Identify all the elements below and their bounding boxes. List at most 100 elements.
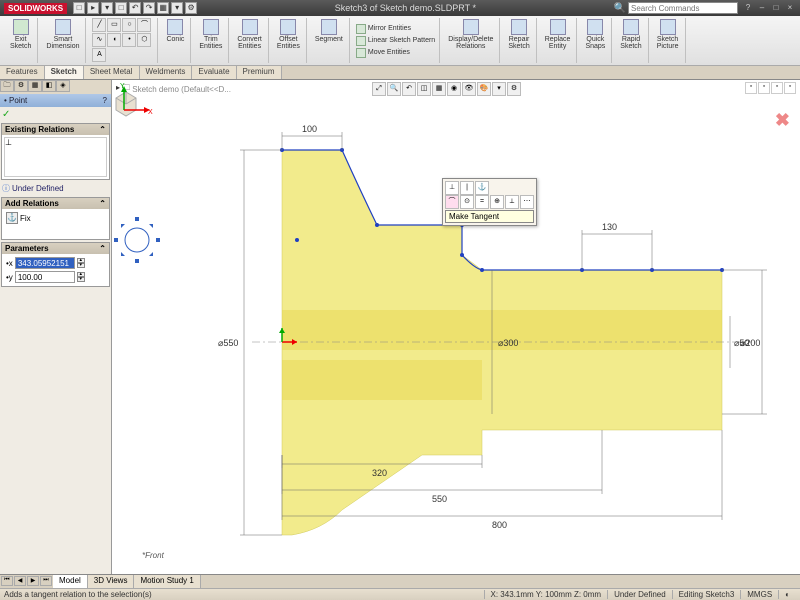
apply-scene-icon[interactable]: ▾ <box>492 82 506 96</box>
qat-redo-icon[interactable]: ↷ <box>143 2 155 14</box>
spline-handle-gizmo[interactable] <box>112 215 162 265</box>
close-icon[interactable]: × <box>784 3 796 13</box>
linear-pattern-button[interactable]: Linear Sketch Pattern <box>356 36 435 46</box>
add-relations-header[interactable]: Add Relations⌃ <box>2 198 109 209</box>
ctx-vertical-icon[interactable]: | <box>460 181 474 195</box>
view-orient-icon[interactable]: ▦ <box>432 82 446 96</box>
taskpane-4-icon[interactable]: ▫ <box>784 82 796 94</box>
dim-l800[interactable]: 800 <box>492 520 507 530</box>
config-tab-icon[interactable]: ▦ <box>28 80 42 92</box>
dim-100[interactable]: 100 <box>302 124 317 134</box>
pm-ok-icon[interactable]: ✓ <box>2 109 10 120</box>
btab-nav-prev-icon[interactable]: ◀ <box>14 576 26 586</box>
display-style-icon[interactable]: ◉ <box>447 82 461 96</box>
taskpane-1-icon[interactable]: ▫ <box>745 82 757 94</box>
dim-d300[interactable]: ⌀300 <box>498 338 518 348</box>
zoom-fit-icon[interactable]: ⤢ <box>372 82 386 96</box>
ctx-coincident-icon[interactable]: ⊙ <box>460 195 474 209</box>
qat-rebuild-icon[interactable]: ▦ <box>157 2 169 14</box>
sketch-picture-button[interactable]: Sketch Picture <box>655 18 681 51</box>
btab-nav-last-icon[interactable]: ⏭ <box>40 576 52 586</box>
x-down-icon[interactable]: ▾ <box>77 263 85 268</box>
conic-button[interactable]: Conic <box>164 18 186 44</box>
btab-3dviews[interactable]: 3D Views <box>88 575 135 588</box>
view-settings-icon[interactable]: ⚙ <box>507 82 521 96</box>
section-view-icon[interactable]: ◫ <box>417 82 431 96</box>
dim-130[interactable]: 130 <box>602 222 617 232</box>
qat-options-icon[interactable]: ▾ <box>171 2 183 14</box>
status-units[interactable]: MMGS <box>740 590 778 599</box>
btab-nav-first-icon[interactable]: ⏮ <box>1 576 13 586</box>
ctx-more-icon[interactable]: ⋯ <box>520 195 534 209</box>
circle-tool-icon[interactable]: ○ <box>122 18 136 32</box>
dim-l550[interactable]: 550 <box>432 494 447 504</box>
dim-l320[interactable]: 320 <box>372 468 387 478</box>
replace-entity-button[interactable]: Replace Entity <box>543 18 573 51</box>
parameters-header[interactable]: Parameters⌃ <box>2 243 109 254</box>
ctx-horizontal-icon[interactable]: ⊥ <box>445 181 459 195</box>
ctx-perp-icon[interactable]: ⟂ <box>505 195 519 209</box>
tab-weldments[interactable]: Weldments <box>140 66 193 79</box>
qat-settings-icon[interactable]: ⚙ <box>185 2 197 14</box>
taskpane-3-icon[interactable]: ▫ <box>771 82 783 94</box>
rapid-sketch-button[interactable]: Rapid Sketch <box>618 18 643 51</box>
repair-sketch-button[interactable]: Repair Sketch <box>506 18 531 51</box>
zoom-area-icon[interactable]: 🔍 <box>387 82 401 96</box>
existing-relations-header[interactable]: Existing Relations⌃ <box>2 124 109 135</box>
hide-show-icon[interactable]: 👁 <box>462 82 476 96</box>
y-down-icon[interactable]: ▾ <box>77 277 85 282</box>
btab-model[interactable]: Model <box>53 575 88 588</box>
tab-features[interactable]: Features <box>0 66 45 79</box>
line-tool-icon[interactable]: ╱ <box>92 18 106 32</box>
tab-premium[interactable]: Premium <box>237 66 282 79</box>
status-menu-icon[interactable]: ◐ <box>778 590 796 599</box>
minimize-icon[interactable]: – <box>756 3 768 13</box>
prev-view-icon[interactable]: ↶ <box>402 82 416 96</box>
btab-nav-next-icon[interactable]: ▶ <box>27 576 39 586</box>
spline-tool-icon[interactable]: ∿ <box>92 33 106 47</box>
dimxpert-tab-icon[interactable]: ◧ <box>42 80 56 92</box>
convert-entities-button[interactable]: Convert Entities <box>235 18 264 51</box>
tab-sketch[interactable]: Sketch <box>45 66 84 79</box>
trim-entities-button[interactable]: Trim Entities <box>197 18 224 51</box>
maximize-icon[interactable]: □ <box>770 3 782 13</box>
rect-tool-icon[interactable]: ▭ <box>107 18 121 32</box>
fix-relation-button[interactable]: ⚓Fix <box>4 211 107 225</box>
ctx-merge-icon[interactable]: ⊕ <box>490 195 504 209</box>
ctx-fix-icon[interactable]: ⚓ <box>475 181 489 195</box>
exit-sketch-button[interactable]: Exit Sketch <box>8 18 33 51</box>
btab-motion[interactable]: Motion Study 1 <box>134 575 200 588</box>
polygon-tool-icon[interactable]: ⬡ <box>137 33 151 47</box>
qat-new-icon[interactable]: □ <box>73 2 85 14</box>
display-tab-icon[interactable]: ◈ <box>56 80 70 92</box>
slot-tool-icon[interactable]: ◖ <box>107 33 121 47</box>
feature-tree-tab-icon[interactable]: 🗀 <box>0 80 14 92</box>
ctx-tangent-icon[interactable]: ⌒ <box>445 195 459 209</box>
display-relations-button[interactable]: Display/Delete Relations <box>446 18 495 51</box>
dim-d200[interactable]: ⌀200 <box>740 338 760 348</box>
point-tool-icon[interactable]: • <box>122 33 136 47</box>
move-entities-button[interactable]: Move Entities <box>356 48 435 58</box>
qat-save-icon[interactable]: ▾ <box>101 2 113 14</box>
qat-undo-icon[interactable]: ↶ <box>129 2 141 14</box>
search-commands-input[interactable] <box>628 2 738 14</box>
dim-d550[interactable]: ⌀550 <box>218 338 238 348</box>
relations-listbox[interactable]: ⊥ <box>4 137 107 177</box>
text-tool-icon[interactable]: A <box>92 48 106 62</box>
edit-appearance-icon[interactable]: 🎨 <box>477 82 491 96</box>
param-y-input[interactable] <box>15 271 75 283</box>
offset-entities-button[interactable]: Offset Entities <box>275 18 302 51</box>
graphics-area[interactable]: ▸ 🗀 Sketch demo (Default<<D... ⤢ 🔍 ↶ ◫ ▦… <box>112 80 800 574</box>
arc-tool-icon[interactable]: ⌒ <box>137 18 151 32</box>
tab-sheetmetal[interactable]: Sheet Metal <box>84 66 140 79</box>
segment-button[interactable]: Segment <box>313 18 345 44</box>
smart-dimension-button[interactable]: Smart Dimension <box>44 18 81 51</box>
help-icon[interactable]: ? <box>742 3 754 13</box>
confirmation-corner-cancel-icon[interactable]: ✖ <box>775 110 790 131</box>
pm-pin-icon[interactable]: ? <box>103 96 107 105</box>
mirror-entities-button[interactable]: Mirror Entities <box>356 24 435 34</box>
qat-print-icon[interactable]: □ <box>115 2 127 14</box>
ctx-equal-icon[interactable]: = <box>475 195 489 209</box>
taskpane-2-icon[interactable]: ▫ <box>758 82 770 94</box>
quick-snaps-button[interactable]: Quick Snaps <box>583 18 607 51</box>
